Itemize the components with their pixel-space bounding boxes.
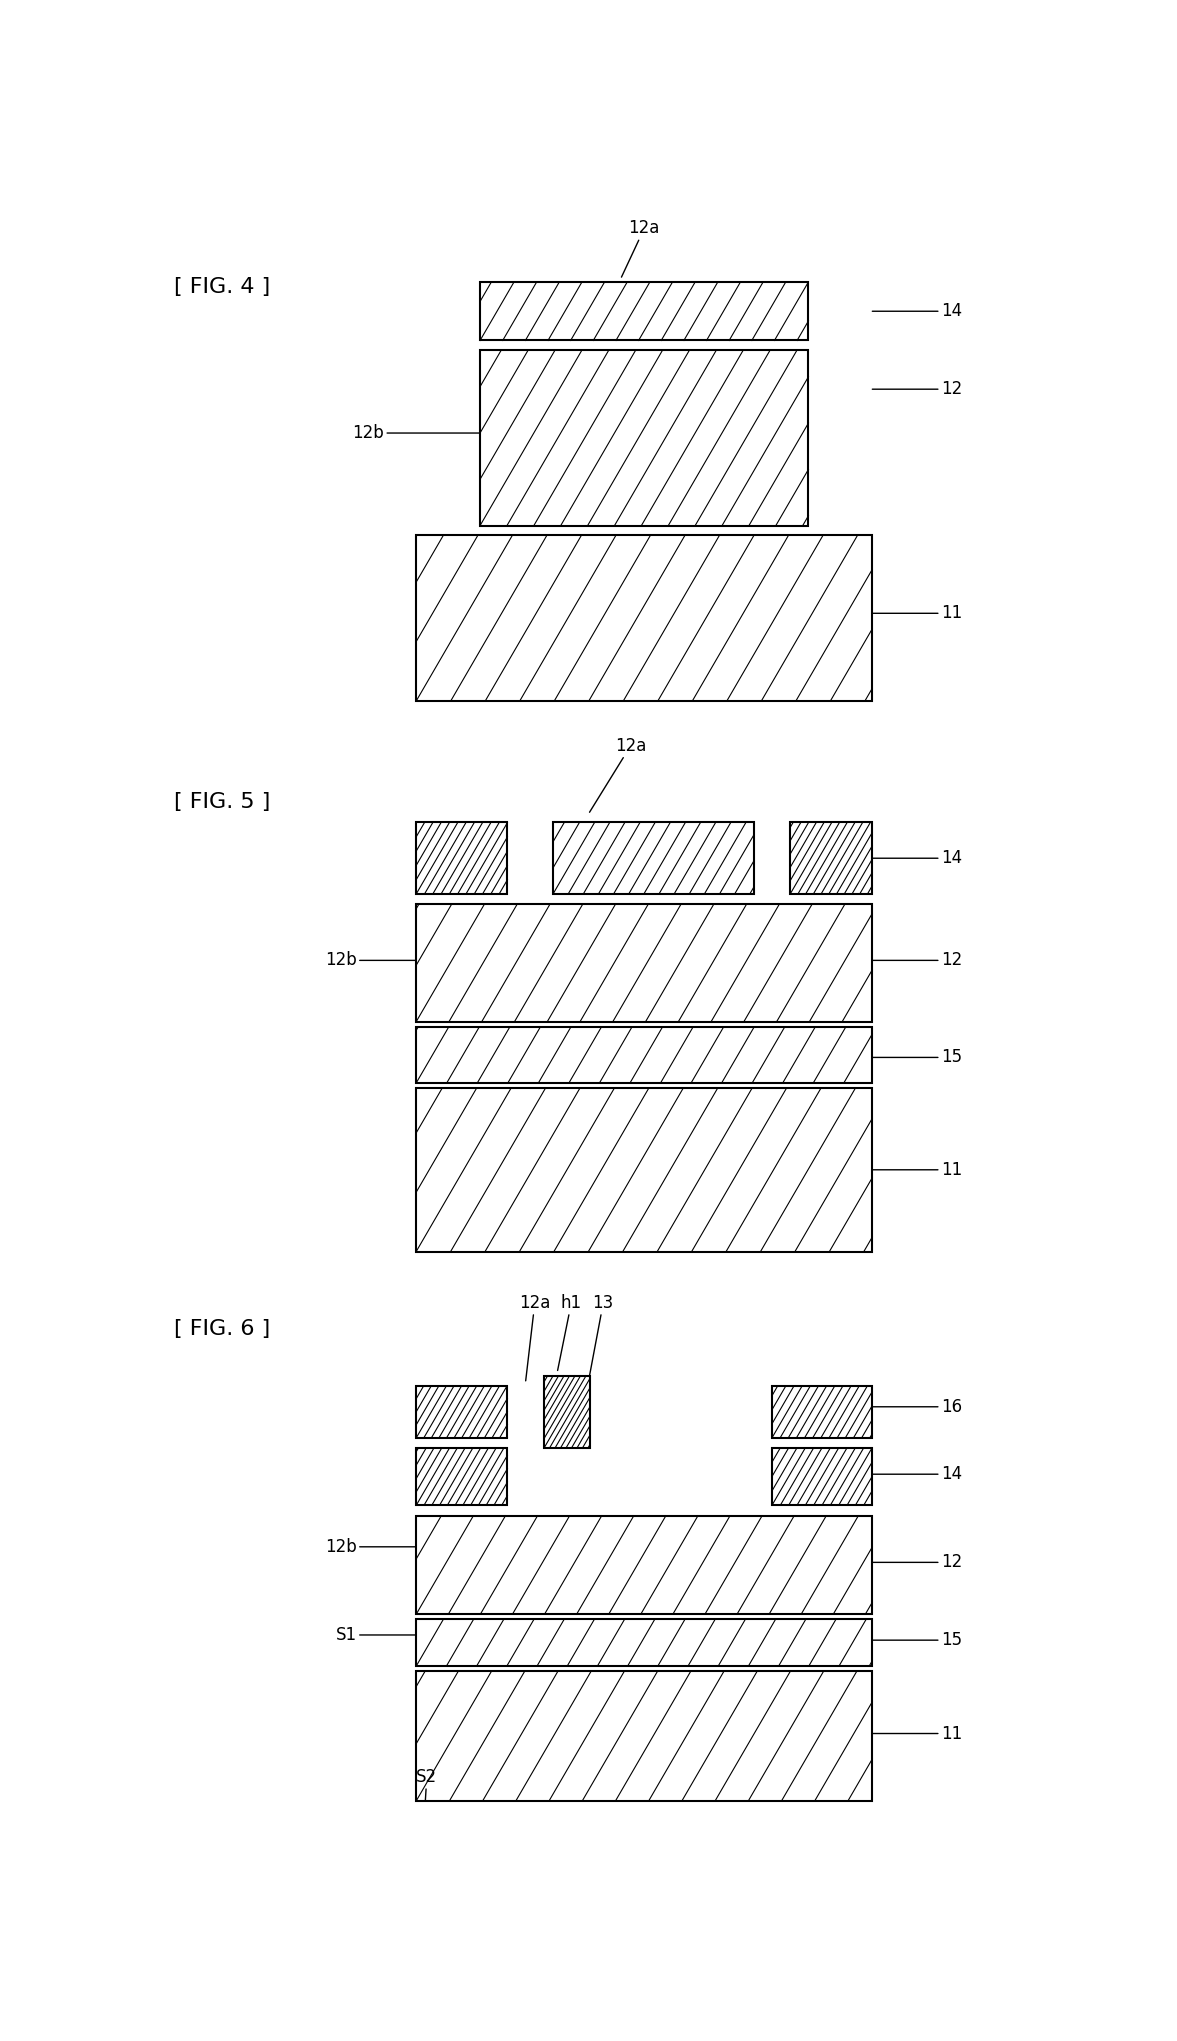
Bar <box>480 282 809 341</box>
Text: 12b: 12b <box>325 951 417 969</box>
Text: 11: 11 <box>872 1725 962 1743</box>
Text: 13: 13 <box>590 1294 614 1376</box>
Bar <box>480 351 809 527</box>
Bar <box>417 1672 872 1800</box>
Text: 11: 11 <box>872 604 962 623</box>
Text: 14: 14 <box>872 849 962 867</box>
Text: S1: S1 <box>335 1627 417 1643</box>
Text: [ FIG. 6 ]: [ FIG. 6 ] <box>174 1318 271 1339</box>
Text: 15: 15 <box>872 1049 962 1065</box>
Bar <box>417 823 507 894</box>
Text: 12a: 12a <box>590 737 646 812</box>
Bar <box>417 535 872 700</box>
Text: 14: 14 <box>872 302 962 320</box>
Text: 12: 12 <box>872 380 962 398</box>
Text: 11: 11 <box>872 1161 962 1180</box>
Text: 12b: 12b <box>325 1537 417 1555</box>
Bar <box>417 535 872 700</box>
Bar <box>544 1376 590 1449</box>
Bar <box>417 1088 872 1251</box>
Bar <box>417 1516 872 1614</box>
Bar <box>790 823 872 894</box>
Bar <box>772 1386 872 1439</box>
Text: 14: 14 <box>872 1465 962 1484</box>
Text: [ FIG. 4 ]: [ FIG. 4 ] <box>174 278 271 296</box>
Bar <box>790 823 872 894</box>
Text: 16: 16 <box>872 1398 962 1416</box>
Bar <box>417 1027 872 1084</box>
Bar <box>417 1516 872 1614</box>
Bar <box>417 1088 872 1251</box>
Text: 12: 12 <box>872 951 962 969</box>
Text: 15: 15 <box>872 1631 962 1649</box>
Bar <box>553 823 753 894</box>
Bar <box>417 1449 507 1506</box>
Bar <box>480 351 809 527</box>
Bar <box>417 1619 872 1665</box>
Text: h1: h1 <box>558 1294 581 1370</box>
Bar <box>417 1449 507 1506</box>
Bar <box>417 1619 872 1665</box>
Bar <box>772 1449 872 1506</box>
Bar <box>553 823 753 894</box>
Bar <box>417 1386 507 1439</box>
Bar <box>772 1449 872 1506</box>
Text: 12: 12 <box>872 1553 962 1572</box>
Bar <box>417 823 507 894</box>
Bar <box>417 1386 507 1439</box>
Text: 12a: 12a <box>621 220 660 278</box>
Bar <box>417 904 872 1023</box>
Text: 12b: 12b <box>353 425 480 443</box>
Text: 12a: 12a <box>519 1294 551 1382</box>
Text: [ FIG. 5 ]: [ FIG. 5 ] <box>174 792 271 812</box>
Bar <box>544 1376 590 1449</box>
Bar <box>417 1027 872 1084</box>
Bar <box>772 1386 872 1439</box>
Bar <box>417 904 872 1023</box>
Bar <box>417 1672 872 1800</box>
Text: S2: S2 <box>417 1768 438 1800</box>
Bar <box>480 282 809 341</box>
